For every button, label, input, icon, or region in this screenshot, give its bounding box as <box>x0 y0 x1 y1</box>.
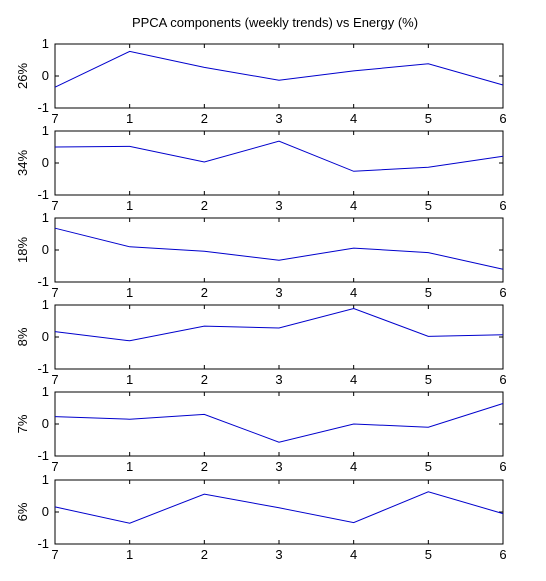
y-axis-label: 34% <box>15 150 30 176</box>
y-tick-label: -1 <box>37 448 49 463</box>
y-axis-label: 7% <box>15 414 30 433</box>
x-tick-label: 5 <box>425 459 432 474</box>
y-tick-label: -1 <box>37 100 49 115</box>
y-tick-label: 1 <box>42 36 49 51</box>
y-tick-label: -1 <box>37 187 49 202</box>
plot-area <box>54 130 504 196</box>
y-tick-label: 1 <box>42 210 49 225</box>
x-tick-label: 3 <box>275 547 282 562</box>
x-tick-label: 3 <box>275 372 282 387</box>
x-tick-label: 3 <box>275 111 282 126</box>
x-tick-label: 3 <box>275 285 282 300</box>
y-tick-label: 0 <box>42 242 49 257</box>
x-tick-label: 1 <box>126 459 133 474</box>
x-tick-label: 6 <box>499 372 506 387</box>
x-tick-label: 7 <box>51 285 58 300</box>
x-tick-label: 7 <box>51 547 58 562</box>
y-tick-label: -1 <box>37 361 49 376</box>
x-tick-label: 1 <box>126 285 133 300</box>
y-tick-label: 0 <box>42 329 49 344</box>
plot-area <box>54 479 504 545</box>
y-tick-label: -1 <box>37 536 49 551</box>
x-tick-label: 6 <box>499 198 506 213</box>
y-tick-label: 0 <box>42 155 49 170</box>
x-tick-label: 5 <box>425 111 432 126</box>
x-tick-label: 1 <box>126 198 133 213</box>
series-line <box>54 491 504 524</box>
x-tick-label: 4 <box>350 459 357 474</box>
x-tick-label: 5 <box>425 547 432 562</box>
x-tick-label: 7 <box>51 459 58 474</box>
panel-6: 1 0 -17 1 2 3 4 5 6 6% <box>15 472 507 562</box>
x-tick-label: 5 <box>425 198 432 213</box>
panel-2: 1 0 -17 1 2 3 4 5 6 34% <box>15 123 507 213</box>
series-line <box>54 307 504 342</box>
y-tick-label: 1 <box>42 297 49 312</box>
x-tick-label: 3 <box>275 459 282 474</box>
x-tick-label: 7 <box>51 372 58 387</box>
y-tick-label: 0 <box>42 416 49 431</box>
y-tick-label: -1 <box>37 274 49 289</box>
y-tick-label: 0 <box>42 504 49 519</box>
x-tick-label: 2 <box>201 547 208 562</box>
x-tick-label: 5 <box>425 372 432 387</box>
x-tick-label: 7 <box>51 111 58 126</box>
x-tick-label: 3 <box>275 198 282 213</box>
series-line <box>54 50 504 88</box>
series-line <box>54 140 504 172</box>
x-tick-label: 6 <box>499 111 506 126</box>
x-tick-label: 4 <box>350 198 357 213</box>
x-tick-label: 4 <box>350 285 357 300</box>
series-line <box>54 227 504 270</box>
x-tick-label: 5 <box>425 285 432 300</box>
plot-area <box>54 217 504 283</box>
plot-area <box>54 43 504 109</box>
series-line <box>54 403 504 443</box>
y-axis-label: 6% <box>15 502 30 521</box>
y-axis-label: 8% <box>15 327 30 346</box>
x-tick-label: 2 <box>201 372 208 387</box>
x-tick-label: 1 <box>126 547 133 562</box>
y-tick-label: 1 <box>42 384 49 399</box>
panels: 10-17 1 2 3 4 5 626%10-17 1 2 3 4 5 634%10-17 1 2 3 4 5 61… <box>15 36 507 562</box>
x-tick-label: 1 <box>126 111 133 126</box>
y-tick-label: 0 <box>42 68 49 83</box>
x-tick-label: 6 <box>499 459 506 474</box>
x-tick-label: 2 <box>201 285 208 300</box>
x-tick-label: 6 <box>499 547 506 562</box>
panel-1: 1 0 -17 1 2 3 4 5 6 26% <box>15 36 507 126</box>
y-tick-label: 1 <box>42 472 49 487</box>
x-tick-label: 6 <box>499 285 506 300</box>
x-tick-label: 2 <box>201 459 208 474</box>
figure-title: PPCA components (weekly trends) vs Energ… <box>132 15 418 30</box>
x-tick-label: 7 <box>51 198 58 213</box>
x-tick-label: 2 <box>201 111 208 126</box>
y-axis-label: 18% <box>15 237 30 263</box>
panel-3: 1 0 -17 1 2 3 4 5 6 18% <box>15 210 507 300</box>
y-axis-label: 26% <box>15 63 30 89</box>
x-tick-label: 4 <box>350 111 357 126</box>
x-tick-label: 4 <box>350 547 357 562</box>
plot-area <box>54 391 504 457</box>
plot-area <box>54 304 504 370</box>
panel-4: 1 0 -17 1 2 3 4 5 6 8% <box>15 297 507 387</box>
panel-5: 1 0 -17 1 2 3 4 5 6 7% <box>15 384 507 474</box>
x-tick-label: 1 <box>126 372 133 387</box>
x-tick-label: 4 <box>350 372 357 387</box>
y-tick-label: 1 <box>42 123 49 138</box>
x-tick-label: 2 <box>201 198 208 213</box>
